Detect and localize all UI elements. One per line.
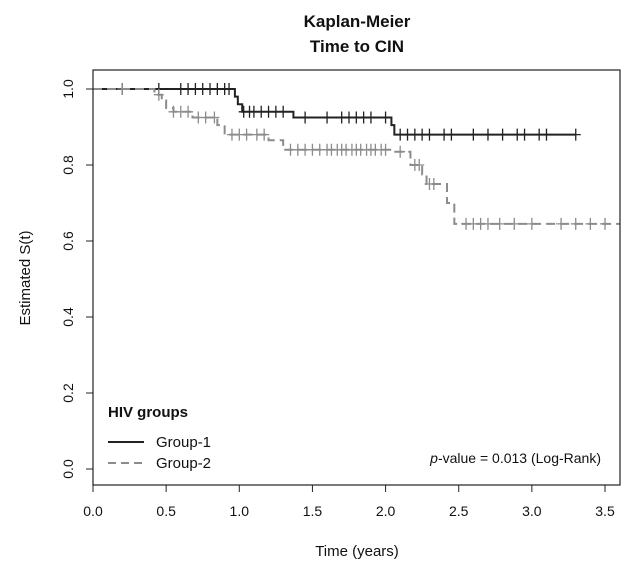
chart-title-line1: Kaplan-Meier: [304, 12, 411, 31]
legend-label-group-1: Group-1: [156, 434, 211, 451]
x-tick-label: 2.5: [449, 503, 469, 519]
series-1-censor-mark: [224, 83, 235, 95]
series-2-censor-mark: [585, 217, 596, 230]
series-2-censor-mark: [509, 217, 520, 230]
series-1-censor-mark: [541, 128, 552, 141]
series-1-censor-mark: [278, 105, 289, 118]
series-1-censor-mark: [322, 111, 333, 124]
x-axis-label: Time (years): [315, 543, 399, 560]
series-1-censor-mark: [446, 128, 457, 141]
x-tick-label: 2.0: [376, 503, 396, 519]
series-2-censor-mark: [259, 128, 270, 141]
series-2-censor-mark: [570, 217, 581, 230]
x-tick-label: 1.0: [230, 503, 250, 519]
series-1-censor-mark: [365, 111, 376, 124]
series-2-censor-mark: [556, 217, 567, 230]
x-tick-label: 1.5: [303, 503, 323, 519]
series-2-censor-mark: [526, 217, 537, 230]
series-1-censor-mark: [519, 128, 530, 141]
y-axis: 0.0 0.2 0.4 0.6 0.8 1.0: [60, 79, 93, 479]
series-1-censor-mark: [380, 111, 391, 124]
series-1-censor-mark: [300, 111, 311, 124]
series-2-censor-mark: [428, 178, 439, 190]
legend-title: HIV groups: [108, 404, 188, 421]
p-value-annotation: p-value = 0.013 (Log-Rank): [429, 450, 601, 466]
series-layer: [93, 83, 620, 230]
y-tick-label: 0.4: [60, 307, 76, 327]
series-2-censor-mark: [380, 143, 391, 156]
series-1-censor-mark: [468, 128, 479, 141]
series-2-censor-mark: [117, 83, 128, 95]
x-axis: 0.0 0.5 1.0 1.5 2.0 2.5 3.0 3.5: [83, 485, 615, 519]
legend-label-group-2: Group-2: [156, 455, 211, 472]
legend: HIV groups Group-1 Group-2: [108, 404, 211, 472]
y-tick-label: 0.2: [60, 383, 76, 403]
series-2-censor-mark: [482, 217, 493, 230]
p-value-text: -value = 0.013 (Log-Rank): [438, 450, 601, 466]
y-tick-label: 1.0: [60, 79, 76, 99]
series-2-censor-mark: [494, 217, 505, 230]
y-tick-label: 0.8: [60, 155, 76, 175]
series-1-censor-mark: [570, 128, 581, 141]
series-2-censor-mark: [395, 145, 406, 158]
plot-frame: [92, 69, 621, 486]
series-2-censor-mark: [183, 105, 194, 118]
x-tick-label: 3.0: [522, 503, 542, 519]
series-2-line: [93, 88, 620, 225]
p-value-italic: p: [429, 450, 438, 466]
series-2-censor-mark: [153, 88, 164, 101]
series-2-censor-mark: [209, 111, 220, 124]
series-1-censor-mark: [424, 128, 435, 141]
series-1-censor-mark: [482, 128, 493, 141]
y-axis-label: Estimated S(t): [17, 230, 34, 325]
series-1-censor-mark: [497, 128, 508, 141]
y-tick-label: 0.6: [60, 231, 76, 251]
series-1-line: [93, 88, 576, 136]
x-tick-label: 0.0: [83, 503, 103, 519]
series-2-censor-mark: [414, 159, 425, 171]
series-2-censor-mark: [600, 217, 610, 230]
chart-title-line2: Time to CIN: [310, 37, 404, 56]
series-2-censor-mark: [241, 128, 252, 141]
y-tick-label: 0.0: [60, 459, 76, 479]
x-tick-label: 0.5: [156, 503, 176, 519]
series-2-censor-mark: [200, 111, 211, 124]
plot-area: [92, 69, 621, 486]
x-tick-label: 3.5: [595, 503, 615, 519]
